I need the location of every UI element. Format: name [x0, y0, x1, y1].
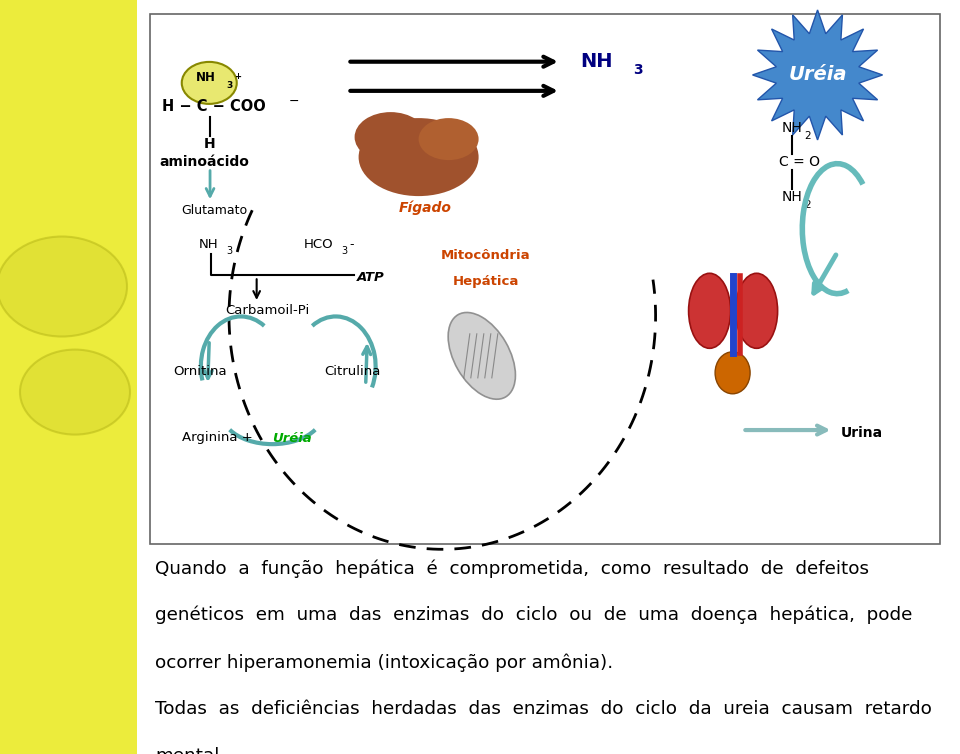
Text: Ornitina: Ornitina	[174, 365, 228, 379]
Text: Citrulina: Citrulina	[324, 365, 380, 379]
Text: NH: NH	[196, 71, 216, 84]
Text: aminoácido: aminoácido	[159, 155, 250, 170]
Polygon shape	[753, 10, 882, 140]
Text: Glutamato: Glutamato	[181, 204, 248, 216]
Text: −: −	[288, 95, 299, 108]
Text: Fígado: Fígado	[398, 201, 452, 215]
Text: 3: 3	[226, 246, 232, 256]
Text: Carbamoil-Pi: Carbamoil-Pi	[225, 305, 309, 317]
Text: Arginina +: Arginina +	[181, 431, 256, 445]
FancyBboxPatch shape	[150, 14, 940, 544]
Text: 2: 2	[804, 131, 810, 141]
Text: Uréia: Uréia	[788, 66, 847, 84]
Text: mental.: mental.	[155, 747, 226, 754]
Text: NH: NH	[782, 190, 803, 204]
Ellipse shape	[735, 273, 778, 348]
Text: Quando  a  função  hepática  é  comprometida,  como  resultado  de  defeitos: Quando a função hepática é comprometida,…	[155, 559, 869, 578]
Ellipse shape	[715, 352, 750, 394]
Ellipse shape	[354, 112, 426, 162]
Text: -: -	[349, 238, 354, 251]
Text: ocorrer hiperamonemia (intoxicação por amônia).: ocorrer hiperamonemia (intoxicação por a…	[155, 653, 613, 672]
Text: NH: NH	[199, 238, 219, 251]
Text: ATP: ATP	[357, 271, 385, 284]
Text: C = O: C = O	[779, 155, 820, 170]
FancyBboxPatch shape	[137, 0, 960, 754]
Ellipse shape	[448, 312, 516, 399]
Text: 3: 3	[227, 81, 233, 90]
Text: 3: 3	[634, 63, 643, 77]
Text: Todas  as  deficiências  herdadas  das  enzimas  do  ciclo  da  ureia  causam  r: Todas as deficiências herdadas das enzim…	[155, 700, 932, 718]
Ellipse shape	[688, 273, 731, 348]
Ellipse shape	[359, 118, 479, 196]
Ellipse shape	[0, 237, 127, 336]
Text: Urina: Urina	[841, 426, 883, 440]
Ellipse shape	[181, 62, 237, 104]
Text: 2: 2	[804, 200, 810, 210]
Text: Hepática: Hepática	[452, 275, 519, 288]
Text: 3: 3	[341, 246, 348, 256]
Text: H − C − COO: H − C − COO	[162, 100, 266, 115]
Text: NH: NH	[581, 52, 613, 71]
Text: H: H	[204, 136, 215, 151]
Text: NH: NH	[782, 121, 803, 135]
Text: HCO: HCO	[304, 238, 334, 251]
Text: Uréia: Uréia	[273, 431, 312, 445]
Ellipse shape	[20, 350, 130, 434]
Text: Mitocôndria: Mitocôndria	[441, 249, 531, 262]
Text: genéticos  em  uma  das  enzimas  do  ciclo  ou  de  uma  doença  hepática,  pod: genéticos em uma das enzimas do ciclo ou…	[155, 606, 912, 624]
Ellipse shape	[419, 118, 479, 160]
Text: +: +	[234, 72, 242, 81]
